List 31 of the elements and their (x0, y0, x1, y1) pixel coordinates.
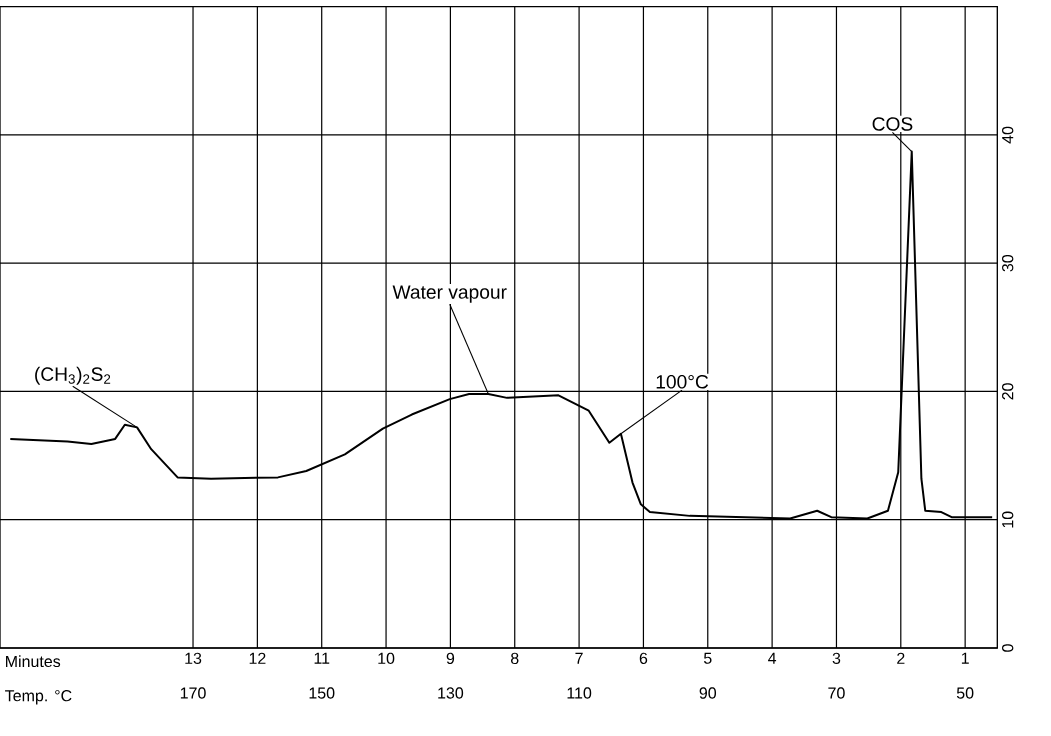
y-tick-label: 40 (1002, 126, 1014, 144)
x-tick-label: 2 (897, 652, 905, 664)
x-tick-label: 1 (961, 652, 969, 664)
annotation: Water vapour (392, 285, 507, 303)
x-tick-label: 9 (446, 652, 455, 665)
x-tick-label: 7 (575, 652, 583, 664)
x-tick-label: 10 (378, 652, 395, 665)
x2-tick-label: 130 (438, 687, 464, 699)
x2-tick-label: 50 (956, 687, 974, 699)
x-tick-label: 4 (768, 652, 777, 664)
x-tick-label: 3 (832, 652, 841, 665)
y-tick-label: 20 (1002, 383, 1014, 400)
x2-tick-label: 70 (828, 687, 845, 699)
x-tick-label: 12 (249, 652, 266, 664)
x-tick-label: 8 (510, 652, 519, 665)
x2-tick-label: 110 (567, 687, 592, 699)
annotation: COS (872, 117, 913, 131)
x-tick-label: 5 (703, 652, 712, 664)
x-axis-title: Minutes (6, 655, 61, 668)
annotation: 100°C (656, 374, 709, 389)
x2-tick-label: 150 (309, 687, 335, 699)
y-tick-label: 10 (1002, 511, 1014, 528)
y-tick-label: 0 (1002, 644, 1014, 652)
x-tick-label: 13 (185, 652, 202, 665)
x2-tick-label: 90 (699, 687, 717, 699)
x-tick-label: 6 (639, 652, 648, 665)
x2-tick-label: 170 (180, 687, 206, 699)
y-tick-label: 30 (1002, 254, 1014, 272)
annotation: (CH$_{3}$)$_{2}$S$_{2}$ (35, 366, 111, 385)
x-tick-label: 11 (314, 652, 330, 664)
x2-axis-title: Temp. °C (5, 690, 72, 705)
